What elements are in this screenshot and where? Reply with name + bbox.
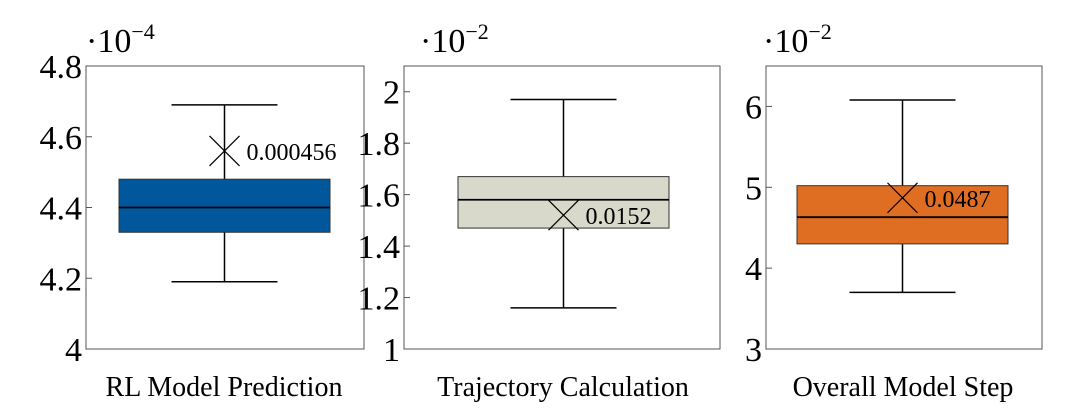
y-tick-label: 4.4 — [40, 191, 83, 228]
y-tick-label: 4 — [745, 251, 762, 288]
mean-marker-stroke — [548, 199, 579, 231]
scale-multiplier: ·10−2 — [763, 19, 832, 60]
mean-marker — [887, 182, 918, 214]
y-tick-label: 1.8 — [358, 126, 401, 163]
panel-trajectory-calculation: ·10−2 Trajectory Calculation 1 1.2 1.4 1.6 1… — [358, 19, 721, 403]
iqr-box — [457, 176, 670, 229]
y-tick-label: 4.2 — [40, 261, 83, 298]
panel-overall-model-step: ·10−2 Overall Model Step 3 4 5 6 0.0487 — [745, 19, 1043, 403]
mean-value-label: 0.0152 — [586, 204, 652, 230]
mean-value-label: 0.0487 — [925, 187, 991, 213]
y-tick-label: 5 — [745, 170, 762, 207]
y-tick-label: 6 — [745, 89, 762, 126]
y-tick-label: 1 — [383, 332, 400, 369]
y-tick-label: 3 — [745, 332, 762, 369]
y-tick-label: 4.8 — [40, 49, 83, 86]
plot-frame — [765, 65, 1043, 350]
y-tick-label: 4.6 — [40, 120, 83, 157]
y-tick-label: 1.2 — [358, 281, 401, 318]
x-axis-label: Trajectory Calculation — [437, 372, 689, 403]
y-tick-label: 1.4 — [358, 229, 401, 266]
y-tick-label: 1.6 — [358, 178, 401, 215]
mean-marker — [209, 135, 240, 167]
panel-rl-model-prediction: ·10−4 RL Model Prediction 4 4.2 4.4 4.6 4.8 0… — [40, 19, 365, 403]
x-axis-label: RL Model Prediction — [106, 372, 343, 403]
mean-marker-stroke — [209, 135, 240, 167]
y-tick-label: 4 — [65, 332, 82, 369]
y-tick-label: 2 — [383, 75, 400, 112]
scale-multiplier: ·10−4 — [86, 19, 155, 60]
x-axis-label: Overall Model Step — [793, 372, 1014, 403]
iqr-box — [118, 178, 331, 233]
plot-frame — [403, 65, 721, 350]
scale-multiplier: ·10−2 — [420, 19, 489, 60]
mean-marker-stroke — [887, 182, 918, 214]
iqr-box — [796, 185, 1009, 245]
mean-marker — [548, 199, 579, 231]
mean-value-label: 0.000456 — [247, 140, 337, 166]
